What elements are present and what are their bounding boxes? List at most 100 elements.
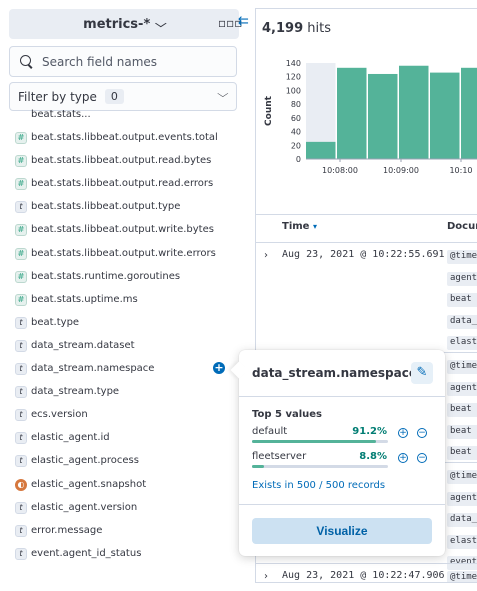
document-field-tag: beat <box>447 293 477 307</box>
field-item[interactable]: t beat.type <box>0 313 250 333</box>
collapse-sidebar-icon[interactable]: ⇇ <box>238 14 249 29</box>
y-tick-label: 100 <box>286 86 301 95</box>
field-item[interactable]: t elastic_agent.id <box>0 428 250 448</box>
document-field-tag: @timestamp <box>447 470 477 484</box>
filter-for-value-icon[interactable]: + <box>398 453 408 463</box>
field-item[interactable]: t ecs.version <box>0 405 250 425</box>
top-value-percent: 91.2% <box>352 426 387 437</box>
string-type-icon: t <box>15 501 27 514</box>
string-type-icon: t <box>15 409 27 422</box>
field-name: beat.stats.libbeat.output.write.bytes <box>31 224 214 236</box>
y-tick-label: 20 <box>291 141 301 150</box>
field-item[interactable]: # beat.stats.libbeat.output.events.total <box>0 128 250 148</box>
field-search-input[interactable] <box>42 54 222 69</box>
string-type-icon: t <box>15 455 27 468</box>
filter-out-value-icon[interactable]: − <box>417 453 427 463</box>
field-item[interactable]: ◐ elastic_agent.snapshot <box>0 475 250 495</box>
chevron-down-icon: ⌵ <box>217 89 229 100</box>
filter-by-type-button[interactable]: Filter by type 0 ⌵ <box>9 82 237 111</box>
top-value-bar-fill <box>252 465 264 468</box>
top-value-bar <box>252 440 388 443</box>
chart-bar[interactable] <box>399 65 429 159</box>
chart-bar[interactable] <box>306 141 336 159</box>
y-tick-label: 0 <box>296 155 301 164</box>
add-field-icon[interactable]: + <box>213 361 225 374</box>
field-item[interactable]: beat.stats... <box>0 109 250 129</box>
filter-out-value-icon[interactable]: − <box>417 428 427 438</box>
field-item[interactable]: t data_stream.namespace <box>0 359 250 379</box>
number-type-icon: # <box>15 293 27 306</box>
hits-number: 4,199 <box>262 21 304 36</box>
field-item[interactable]: # beat.stats.libbeat.output.read.errors <box>0 174 250 194</box>
field-details-popover: data_stream.namespace ✎ Top 5 values def… <box>239 350 445 556</box>
field-item[interactable]: t event.agent_id_status <box>0 544 250 564</box>
expand-row-icon[interactable]: › <box>264 250 268 261</box>
chart-bar[interactable] <box>430 72 460 159</box>
string-type-icon: t <box>15 547 27 560</box>
document-field-tag: @timestamp <box>447 360 477 374</box>
y-tick-label: 80 <box>291 100 301 109</box>
chart-bar[interactable] <box>337 67 367 159</box>
top-value-bar-fill <box>252 440 377 443</box>
field-item[interactable]: # beat.stats.runtime.goroutines <box>0 267 250 287</box>
field-item[interactable]: t error.message <box>0 521 250 541</box>
time-cell: Aug 23, 2021 @ 10:22:47.906 <box>282 570 445 581</box>
y-axis-label: Count <box>264 95 274 126</box>
top-value-label: default <box>252 426 288 437</box>
document-field-tag: beat <box>447 424 477 439</box>
field-name: elastic_agent.process <box>31 455 139 467</box>
field-item[interactable]: t data_stream.dataset <box>0 336 250 356</box>
y-tick-label: 140 <box>286 59 301 68</box>
index-pattern-selector[interactable]: metrics-* ⌵ <box>9 9 239 39</box>
field-item[interactable]: t elastic_agent.process <box>0 451 250 471</box>
field-item[interactable]: # beat.stats.libbeat.output.read.bytes <box>0 151 250 171</box>
field-item[interactable]: t data_stream.type <box>0 382 250 402</box>
visualize-button[interactable]: Visualize <box>252 518 432 544</box>
document-field-tag: beat <box>447 446 477 460</box>
expand-row-icon[interactable]: › <box>264 571 268 582</box>
field-item[interactable]: # beat.stats.libbeat.output.write.bytes <box>0 220 250 240</box>
x-tick-label: 10:10 <box>449 166 472 175</box>
popover-title: data_stream.namespace <box>252 366 417 380</box>
chart-bar[interactable] <box>461 67 477 159</box>
document-field-tag: elastic_agent <box>447 336 477 350</box>
field-name: beat.stats.uptime.ms <box>31 293 138 305</box>
exists-in-records-link[interactable]: Exists in 500 / 500 records <box>252 480 386 491</box>
field-search[interactable] <box>9 46 237 77</box>
field-item[interactable]: # beat.stats.libbeat.output.write.errors <box>0 244 250 264</box>
field-item[interactable]: t elastic_agent.version <box>0 498 250 518</box>
filter-for-value-icon[interactable]: + <box>398 428 408 438</box>
top-value-label: fleetserver <box>252 451 307 462</box>
divider <box>256 242 477 243</box>
field-name: beat.stats.libbeat.output.read.errors <box>31 178 214 190</box>
index-pattern-label: metrics-* <box>83 16 151 32</box>
time-column-header[interactable]: Time ▾ <box>282 221 317 232</box>
top-value-percent: 8.8% <box>359 451 387 462</box>
number-type-icon: # <box>15 178 27 191</box>
field-item[interactable]: # beat.stats.uptime.ms <box>0 290 250 310</box>
field-name: elastic_agent.snapshot <box>31 478 147 490</box>
document-column-header: Document <box>447 221 477 232</box>
edit-field-button[interactable]: ✎ <box>411 362 433 384</box>
field-name: ecs.version <box>31 409 88 421</box>
search-icon <box>20 54 34 69</box>
chart-bar[interactable] <box>368 73 398 159</box>
y-tick-label: 120 <box>286 73 301 82</box>
top-value-bar <box>252 465 388 468</box>
field-name: beat.stats.libbeat.output.events.total <box>31 132 218 143</box>
filter-by-type-label: Filter by type <box>18 89 97 104</box>
field-name: error.message <box>31 524 103 536</box>
more-options-icon[interactable]: ▫▫▫ <box>218 16 243 30</box>
document-field-tag: data_stream <box>447 513 477 527</box>
field-name: beat.stats.libbeat.output.type <box>31 201 181 213</box>
hits-count: 4,199 hits <box>262 21 331 36</box>
histogram-chart[interactable]: 0 20 40 60 80 100 120 140 Count 10:08:00 10:09:00 1… <box>256 49 477 199</box>
field-name: beat.stats.libbeat.output.read.bytes <box>31 155 212 167</box>
string-type-icon: t <box>15 524 27 537</box>
divider <box>239 396 445 397</box>
string-type-icon: t <box>15 432 27 445</box>
document-field-tag: @timestamp <box>447 571 477 582</box>
number-type-icon: # <box>15 224 27 237</box>
field-item[interactable]: t beat.stats.libbeat.output.type <box>0 197 250 217</box>
string-type-icon: t <box>15 316 27 329</box>
